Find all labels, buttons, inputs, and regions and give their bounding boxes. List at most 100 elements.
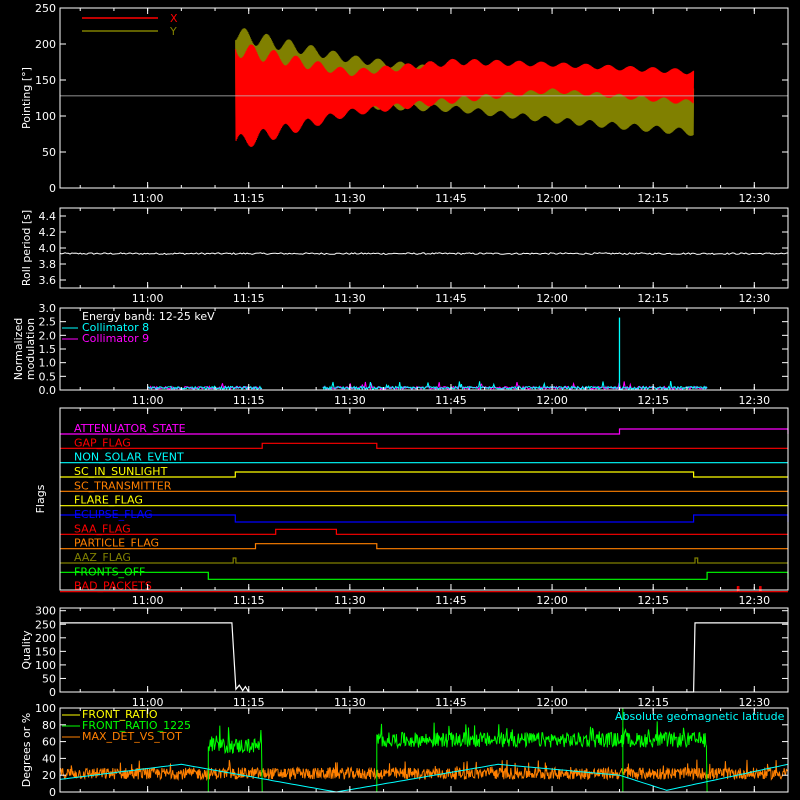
y-axis-label: Degrees or % xyxy=(20,713,33,787)
flag-line-particle_flag xyxy=(60,543,788,550)
flag-line-fronts_off xyxy=(60,571,789,580)
flag-label-particle_flag: PARTICLE_FLAG xyxy=(74,537,159,550)
x-tick-label: 11:45 xyxy=(435,696,467,709)
y-tick-label: 200 xyxy=(35,38,56,51)
right-legend-label: Absolute geomagnetic latitude xyxy=(615,710,785,723)
x-tick-label: 11:00 xyxy=(132,594,164,607)
flag-label-aaz_flag: AAZ_FLAG xyxy=(74,551,131,564)
y-axis-label: Quality xyxy=(20,630,33,670)
y-tick-label: 0 xyxy=(49,182,56,195)
x-tick-label: 12:30 xyxy=(738,192,770,205)
y-tick-label: 50 xyxy=(42,146,56,159)
flag-label-sc_in_sunlight: SC_IN_SUNLIGHT xyxy=(74,465,168,478)
front-ratio-1225-series xyxy=(207,725,263,793)
flag-label-saa_flag: SAA_FLAG xyxy=(74,522,131,535)
plot-frame xyxy=(59,707,789,793)
y-tick-label: 40 xyxy=(42,752,56,765)
y-tick-label: 200 xyxy=(35,632,56,645)
collimator9-series xyxy=(322,381,708,391)
front-ratio-1225-series xyxy=(376,721,708,793)
legend-label: FRONT_RATIO xyxy=(82,708,158,721)
legend-label: Collimator 9 xyxy=(82,332,149,345)
y-axis-label: Roll period [s] xyxy=(20,210,33,286)
legend-label: Energy band: 12-25 keV xyxy=(82,310,215,323)
flag-line-eclipse_flag xyxy=(60,514,789,523)
y-tick-label: 3.6 xyxy=(39,274,57,287)
flag-label-sc_transmitter: SC_TRANSMITTER xyxy=(74,479,172,492)
x-tick-label: 12:00 xyxy=(536,696,568,709)
panel-flags: ATTENUATOR_STATEGAP_FLAGNON_SOLAR_EVENTS… xyxy=(34,407,789,607)
panel-quality: 11:00 11:15 11:30 11:45 12:00 12:15 12:30 05010… xyxy=(20,605,789,709)
x-tick-label: 11:00 xyxy=(132,192,164,205)
x-tick-label: 11:45 xyxy=(435,394,467,407)
y-tick-label: 250 xyxy=(35,618,56,631)
x-tick-label: 12:15 xyxy=(637,696,669,709)
y-tick-label: 0.0 xyxy=(39,384,57,397)
x-tick-label: 11:00 xyxy=(132,394,164,407)
x-tick-label: 12:15 xyxy=(637,394,669,407)
plot-frame xyxy=(59,607,789,693)
flag-label-fronts_off: FRONTS_OFF xyxy=(74,565,145,578)
x-tick-label: 11:30 xyxy=(334,594,366,607)
max-det-vs-tot-series xyxy=(59,759,788,782)
collimator8-series xyxy=(322,381,708,391)
y-tick-label: 0 xyxy=(49,786,56,799)
flag-label-flare_flag: FLARE_FLAG xyxy=(74,494,143,507)
x-tick-label: 11:15 xyxy=(233,192,265,205)
y-tick-label: 100 xyxy=(35,659,56,672)
y-tick-label: 100 xyxy=(35,702,56,715)
y-tick-label: 3.0 xyxy=(39,302,57,315)
legend-label: Collimator 8 xyxy=(82,321,149,334)
x-tick-label: 12:00 xyxy=(536,292,568,305)
plot-frame xyxy=(59,7,789,189)
legend-label: FRONT_RATIO_1225 xyxy=(82,719,191,732)
y-tick-label: 300 xyxy=(35,605,56,618)
x-tick-label: 11:15 xyxy=(233,394,265,407)
x-tick-label: 12:15 xyxy=(637,292,669,305)
y-axis-label: Pointing [°] xyxy=(20,67,33,129)
x-tick-label: 11:30 xyxy=(334,696,366,709)
x-tick-label: 11:45 xyxy=(435,292,467,305)
flag-line-aaz_flag xyxy=(60,557,788,564)
x-tick-label: 11:15 xyxy=(233,696,265,709)
y-tick-label: 20 xyxy=(42,769,56,782)
y-tick-label: 150 xyxy=(35,74,56,87)
y-tick-label: 100 xyxy=(35,110,56,123)
x-tick-label: 12:00 xyxy=(536,192,568,205)
legend-label: Y xyxy=(169,25,177,38)
x-tick-label: 12:00 xyxy=(536,594,568,607)
flag-line-gap_flag xyxy=(60,442,788,449)
panel-pointing: XY 11:00 11:15 11:30 11:45 12:00 12:15 12:30 0 50… xyxy=(20,2,789,205)
x-tick-label: 12:30 xyxy=(738,696,770,709)
y-tick-label: 4.0 xyxy=(39,242,57,255)
y-axis-label: Flags xyxy=(34,484,47,513)
y-tick-label: 60 xyxy=(42,736,56,749)
x-tick-label: 12:15 xyxy=(637,594,669,607)
flag-line-bad_packets xyxy=(60,586,788,593)
x-tick-label: 11:30 xyxy=(334,394,366,407)
plot-frame xyxy=(59,407,789,591)
y-tick-label: 3.8 xyxy=(39,258,57,271)
y-tick-label: 1.5 xyxy=(39,343,57,356)
x-tick-label: 11:15 xyxy=(233,594,265,607)
y-tick-label: 80 xyxy=(42,719,56,732)
x-tick-label: 12:30 xyxy=(738,292,770,305)
flag-label-eclipse_flag: ECLIPSE_FLAG xyxy=(74,508,153,521)
panel-ratios: FRONT_RATIOFRONT_RATIO_1225MAX_DET_VS_TO… xyxy=(20,702,789,799)
flag-label-bad_packets: BAD_PACKETS xyxy=(74,580,152,593)
x-tick-label: 12:30 xyxy=(738,394,770,407)
y-tick-label: 150 xyxy=(35,645,56,658)
y-tick-label: 0 xyxy=(49,686,56,699)
y-tick-label: 0.5 xyxy=(39,370,57,383)
legend-label: X xyxy=(170,12,178,25)
y-tick-label: 4.4 xyxy=(39,210,57,223)
x-tick-label: 12:00 xyxy=(536,394,568,407)
x-tick-label: 11:45 xyxy=(435,594,467,607)
x-tick-label: 12:15 xyxy=(637,192,669,205)
flag-label-attenuator_state: ATTENUATOR_STATE xyxy=(74,422,186,435)
flag-label-non_solar_event: NON_SOLAR_EVENT xyxy=(74,451,184,464)
y-tick-label: 50 xyxy=(42,672,56,685)
flag-line-saa_flag xyxy=(60,528,788,535)
